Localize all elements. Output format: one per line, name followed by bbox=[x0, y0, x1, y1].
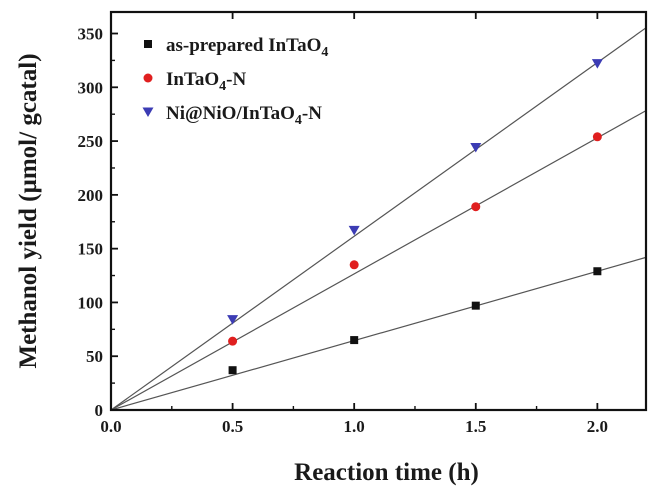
y-tick-label: 150 bbox=[78, 240, 104, 259]
data-point-s1-p2 bbox=[471, 202, 481, 212]
y-axis-title: Methanol yield (µmol/ gcatal) bbox=[15, 53, 42, 368]
data-point-s1-p0 bbox=[228, 336, 238, 346]
plot-frame bbox=[109, 10, 648, 412]
data-point-s1-p1 bbox=[349, 260, 359, 270]
data-markers bbox=[227, 59, 603, 375]
x-tick-label: 1.5 bbox=[465, 417, 486, 436]
x-tick-label: 1.0 bbox=[344, 417, 365, 436]
y-tick-label: 300 bbox=[78, 78, 104, 97]
y-tick-label: 250 bbox=[78, 132, 104, 151]
y-tick-label: 0 bbox=[95, 401, 104, 420]
legend-marker-0 bbox=[144, 40, 152, 48]
x-tick-label: 0.0 bbox=[100, 417, 121, 436]
fit-line-2 bbox=[110, 27, 647, 411]
legend-marker-1 bbox=[143, 73, 153, 83]
y-tick-label: 200 bbox=[78, 186, 104, 205]
legend: as-prepared InTaO4 InTaO4-N Ni@NiO/InTaO4-… bbox=[142, 35, 328, 128]
data-point-s0-p3 bbox=[593, 267, 602, 276]
fit-line-0 bbox=[110, 256, 647, 411]
axis-ticks: 0.0 0.5 1.0 1.5 2.0 0 50 100 150 200 250 300 350 bbox=[78, 12, 608, 436]
legend-label-2: Ni@NiO/InTaO4-N bbox=[166, 103, 322, 128]
data-point-s2-p1 bbox=[348, 225, 360, 236]
y-tick-label: 100 bbox=[78, 293, 104, 312]
x-axis-title: Reaction time (h) bbox=[294, 459, 479, 486]
data-point-s0-p1 bbox=[350, 336, 359, 345]
data-point-s0-p2 bbox=[471, 301, 480, 310]
data-point-s2-p0 bbox=[227, 315, 239, 325]
x-tick-label: 2.0 bbox=[587, 417, 608, 436]
fit-lines bbox=[110, 27, 647, 411]
data-point-s1-p3 bbox=[592, 132, 602, 142]
legend-label-0: as-prepared InTaO4 bbox=[166, 35, 328, 60]
x-tick-label: 0.5 bbox=[222, 417, 243, 436]
y-tick-label: 50 bbox=[86, 347, 103, 366]
y-tick-label: 350 bbox=[78, 25, 104, 44]
legend-marker-2 bbox=[142, 107, 154, 117]
legend-label-1: InTaO4-N bbox=[166, 69, 246, 94]
data-point-s0-p0 bbox=[228, 366, 237, 375]
fit-line-1 bbox=[110, 110, 647, 411]
data-point-s2-p2 bbox=[470, 143, 482, 153]
data-point-s2-p3 bbox=[591, 59, 603, 69]
